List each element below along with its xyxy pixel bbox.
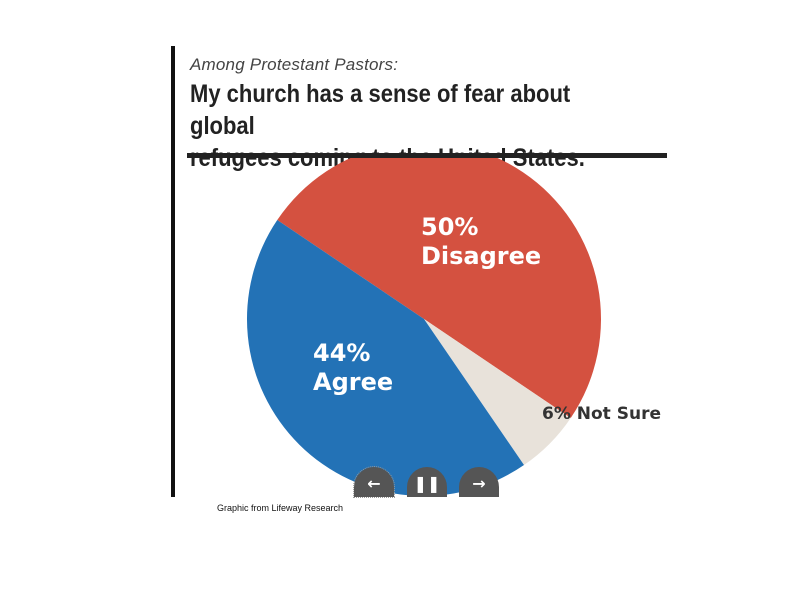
slice-label-disagree-value: 50% xyxy=(421,213,478,241)
slice-label-agree: Agree xyxy=(313,368,393,396)
chart-title-line-1: My church has a sense of fear about glob… xyxy=(190,80,571,140)
slice-label-agree-value: 44% xyxy=(313,339,370,367)
title-divider xyxy=(187,153,667,158)
pie-slice-not-sure xyxy=(424,319,571,466)
arrow-left-icon: ← xyxy=(367,474,381,493)
arrow-right-icon: → xyxy=(472,474,486,493)
chart-subtitle: Among Protestant Pastors: xyxy=(190,55,399,74)
slice-label-not-sure: 6% Not Sure xyxy=(542,404,661,424)
pie-slice-disagree xyxy=(277,158,601,418)
previous-button[interactable]: ← xyxy=(353,466,395,498)
left-divider xyxy=(171,46,175,497)
pie-slice-agree xyxy=(246,220,524,497)
image-caption: Graphic from Lifeway Research xyxy=(217,503,344,513)
pause-icon: ❚❚ xyxy=(413,474,441,493)
slice-label-disagree: Disagree xyxy=(421,242,541,270)
slideshow-controls: ← ❚❚ → xyxy=(352,466,502,498)
next-button[interactable]: → xyxy=(459,467,499,497)
pause-button[interactable]: ❚❚ xyxy=(407,467,447,497)
